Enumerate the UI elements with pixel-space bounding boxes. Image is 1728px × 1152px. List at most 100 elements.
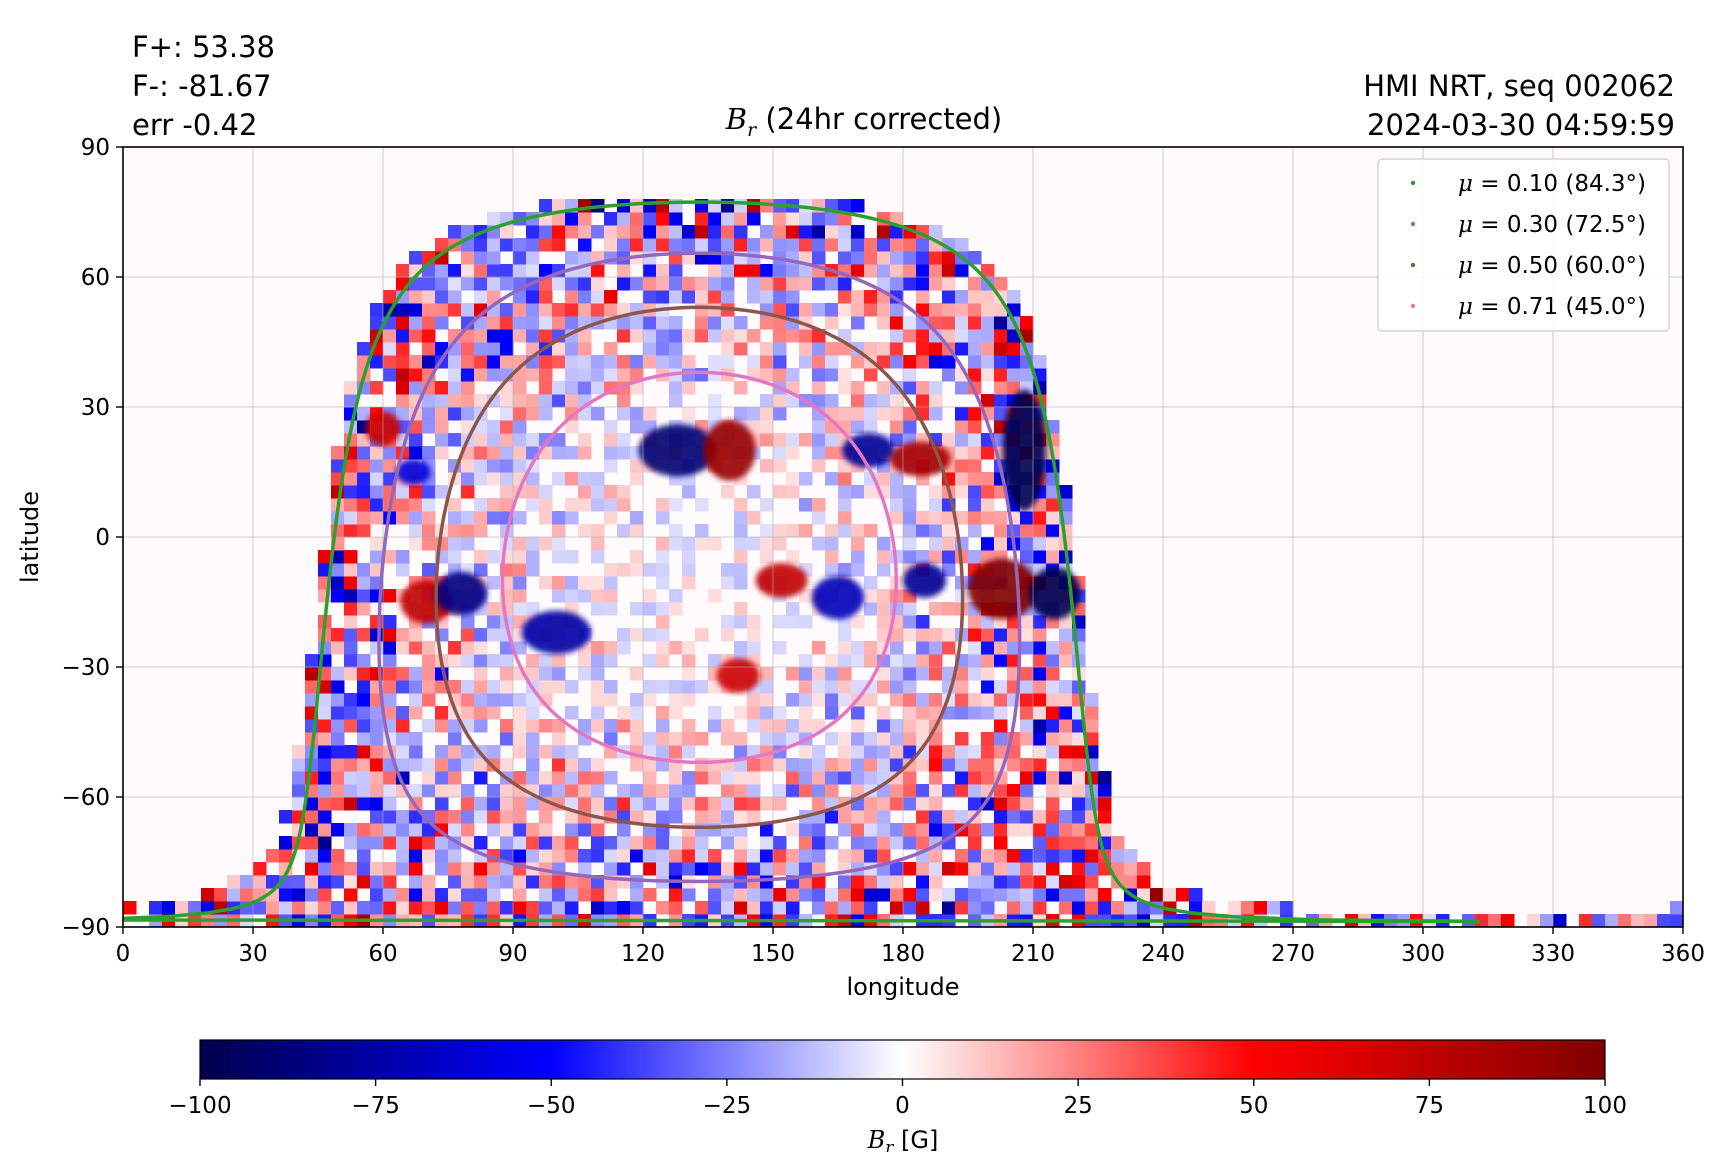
noise-cell	[773, 459, 787, 473]
noise-cell	[1020, 784, 1034, 798]
colorbar-tick-label: 25	[1063, 1093, 1092, 1119]
noise-cell	[838, 758, 852, 772]
noise-cell	[279, 810, 293, 824]
noise-cell	[981, 732, 995, 746]
noise-cell	[1111, 836, 1125, 850]
noise-cell	[1202, 901, 1216, 915]
noise-cell	[604, 797, 618, 811]
noise-cell	[591, 381, 605, 395]
noise-cell	[786, 823, 800, 837]
legend-marker	[1410, 221, 1416, 227]
noise-cell	[331, 784, 345, 798]
noise-cell	[838, 225, 852, 239]
noise-cell	[331, 797, 345, 811]
noise-cell	[760, 706, 774, 720]
noise-cell	[656, 836, 670, 850]
noise-cell	[435, 758, 449, 772]
noise-cell	[357, 875, 371, 889]
noise-cell	[591, 550, 605, 564]
noise-cell	[955, 888, 969, 902]
noise-cell	[526, 719, 540, 733]
noise-cell	[318, 706, 332, 720]
noise-cell	[513, 771, 527, 785]
noise-cell	[617, 407, 631, 421]
noise-cell	[461, 394, 475, 408]
noise-cell	[630, 693, 644, 707]
noise-cell	[643, 628, 657, 642]
noise-cell	[682, 888, 696, 902]
noise-cell	[994, 680, 1008, 694]
noise-cell	[682, 680, 696, 694]
noise-cell	[500, 329, 514, 343]
source-label: HMI NRT, seq 002062	[1363, 69, 1675, 103]
noise-cell	[929, 771, 943, 785]
noise-cell	[747, 238, 761, 252]
noise-cell	[968, 316, 982, 330]
noise-cell	[539, 823, 553, 837]
noise-cell	[526, 602, 540, 616]
noise-cell	[370, 719, 384, 733]
noise-cell	[487, 823, 501, 837]
noise-cell	[682, 329, 696, 343]
noise-cell	[604, 576, 618, 590]
noise-cell	[838, 563, 852, 577]
noise-cell	[552, 524, 566, 538]
noise-cell	[643, 732, 657, 746]
noise-cell	[656, 212, 670, 226]
x-tick-label: 270	[1271, 941, 1315, 967]
noise-cell	[786, 446, 800, 460]
noise-cell	[981, 303, 995, 317]
noise-cell	[851, 758, 865, 772]
noise-cell	[929, 745, 943, 759]
noise-cell	[929, 511, 943, 525]
noise-cell	[1592, 914, 1606, 927]
noise-cell	[383, 355, 397, 369]
noise-cell	[1007, 797, 1021, 811]
noise-cell	[981, 641, 995, 655]
noise-cell	[825, 537, 839, 551]
noise-cell	[1176, 888, 1190, 902]
noise-cell	[539, 875, 553, 889]
noise-cell	[1033, 706, 1047, 720]
noise-cell	[877, 888, 891, 902]
noise-cell	[786, 719, 800, 733]
noise-cell	[812, 303, 826, 317]
y-tick-label: 30	[81, 395, 110, 421]
noise-cell	[682, 537, 696, 551]
noise-cell	[448, 264, 462, 278]
noise-cell	[838, 823, 852, 837]
noise-cell	[929, 537, 943, 551]
noise-cell	[890, 303, 904, 317]
noise-cell	[630, 472, 644, 486]
noise-cell	[747, 355, 761, 369]
noise-cell	[123, 901, 137, 915]
noise-cell	[994, 732, 1008, 746]
noise-cell	[903, 836, 917, 850]
noise-cell	[591, 537, 605, 551]
noise-cell	[721, 732, 735, 746]
noise-cell	[994, 810, 1008, 824]
noise-cell	[1020, 316, 1034, 330]
x-tick-label: 150	[751, 941, 795, 967]
noise-cell	[968, 368, 982, 382]
noise-cell	[1124, 901, 1138, 915]
colorbar-tick-label: −50	[527, 1093, 576, 1119]
noise-cell	[682, 368, 696, 382]
noise-cell	[695, 212, 709, 226]
noise-cell	[851, 537, 865, 551]
noise-cell	[565, 290, 579, 304]
noise-cell	[1085, 706, 1099, 720]
noise-cell	[539, 199, 553, 213]
noise-cell	[578, 758, 592, 772]
noise-cell	[513, 875, 527, 889]
noise-cell	[409, 251, 423, 265]
x-tick-label: 300	[1401, 941, 1445, 967]
noise-cell	[643, 589, 657, 603]
noise-cell	[669, 238, 683, 252]
noise-cell	[669, 394, 683, 408]
noise-cell	[786, 329, 800, 343]
noise-cell	[1085, 836, 1099, 850]
noise-cell	[864, 342, 878, 356]
noise-cell	[643, 888, 657, 902]
colorbar-ticks: −100 −75 −50 −25 0 25 50 75 100	[168, 1079, 1627, 1119]
